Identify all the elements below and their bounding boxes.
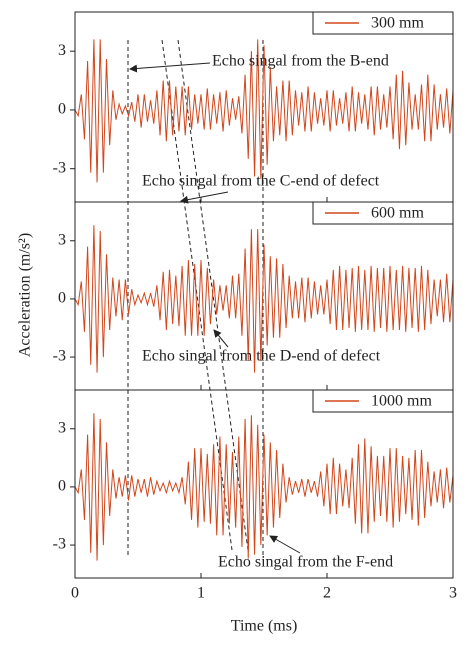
annotation-arrow: [180, 191, 229, 204]
y-tick-label: 3: [58, 419, 66, 436]
legend-label: 300 mm: [371, 15, 424, 32]
y-tick-label: 0: [58, 290, 66, 307]
x-tick-label: 3: [449, 585, 457, 602]
y-tick-label: -3: [53, 536, 66, 553]
annotation-arrow: [269, 535, 301, 554]
x-tick-label: 1: [197, 585, 205, 602]
legend-box: [312, 11, 454, 35]
annotation-arrow: [129, 62, 211, 73]
y-tick-label: 3: [58, 231, 66, 248]
x-axis-title: Time (ms): [231, 618, 298, 635]
y-tick-label: -3: [53, 159, 66, 176]
annotation: Echo singal from the F-end: [218, 554, 393, 571]
y-tick-label: 0: [58, 101, 66, 118]
annotation: Echo singal from the D-end of defect: [142, 348, 381, 365]
legend-label: 1000 mm: [371, 393, 432, 410]
legend-box: [312, 389, 454, 413]
annotation: Echo singal from the C-end of defect: [142, 173, 380, 190]
waveform: [74, 413, 454, 561]
x-tick-label: 2: [323, 585, 331, 602]
y-tick-label: 0: [58, 478, 66, 495]
legend-box: [312, 201, 454, 225]
y-tick-label: -3: [53, 348, 66, 365]
guide-line: [177, 39, 249, 551]
y-axis-title: Acceleration (m/s²): [17, 233, 34, 357]
x-tick-label: 0: [71, 585, 79, 602]
plot-frame: [74, 389, 454, 579]
annotation-arrow: [213, 329, 229, 348]
waveform: [74, 225, 454, 373]
annotation: Echo singal from the B-end: [212, 53, 389, 70]
legend-label: 600 mm: [371, 205, 424, 222]
y-tick-label: 3: [58, 42, 66, 59]
waveform: [74, 39, 454, 183]
